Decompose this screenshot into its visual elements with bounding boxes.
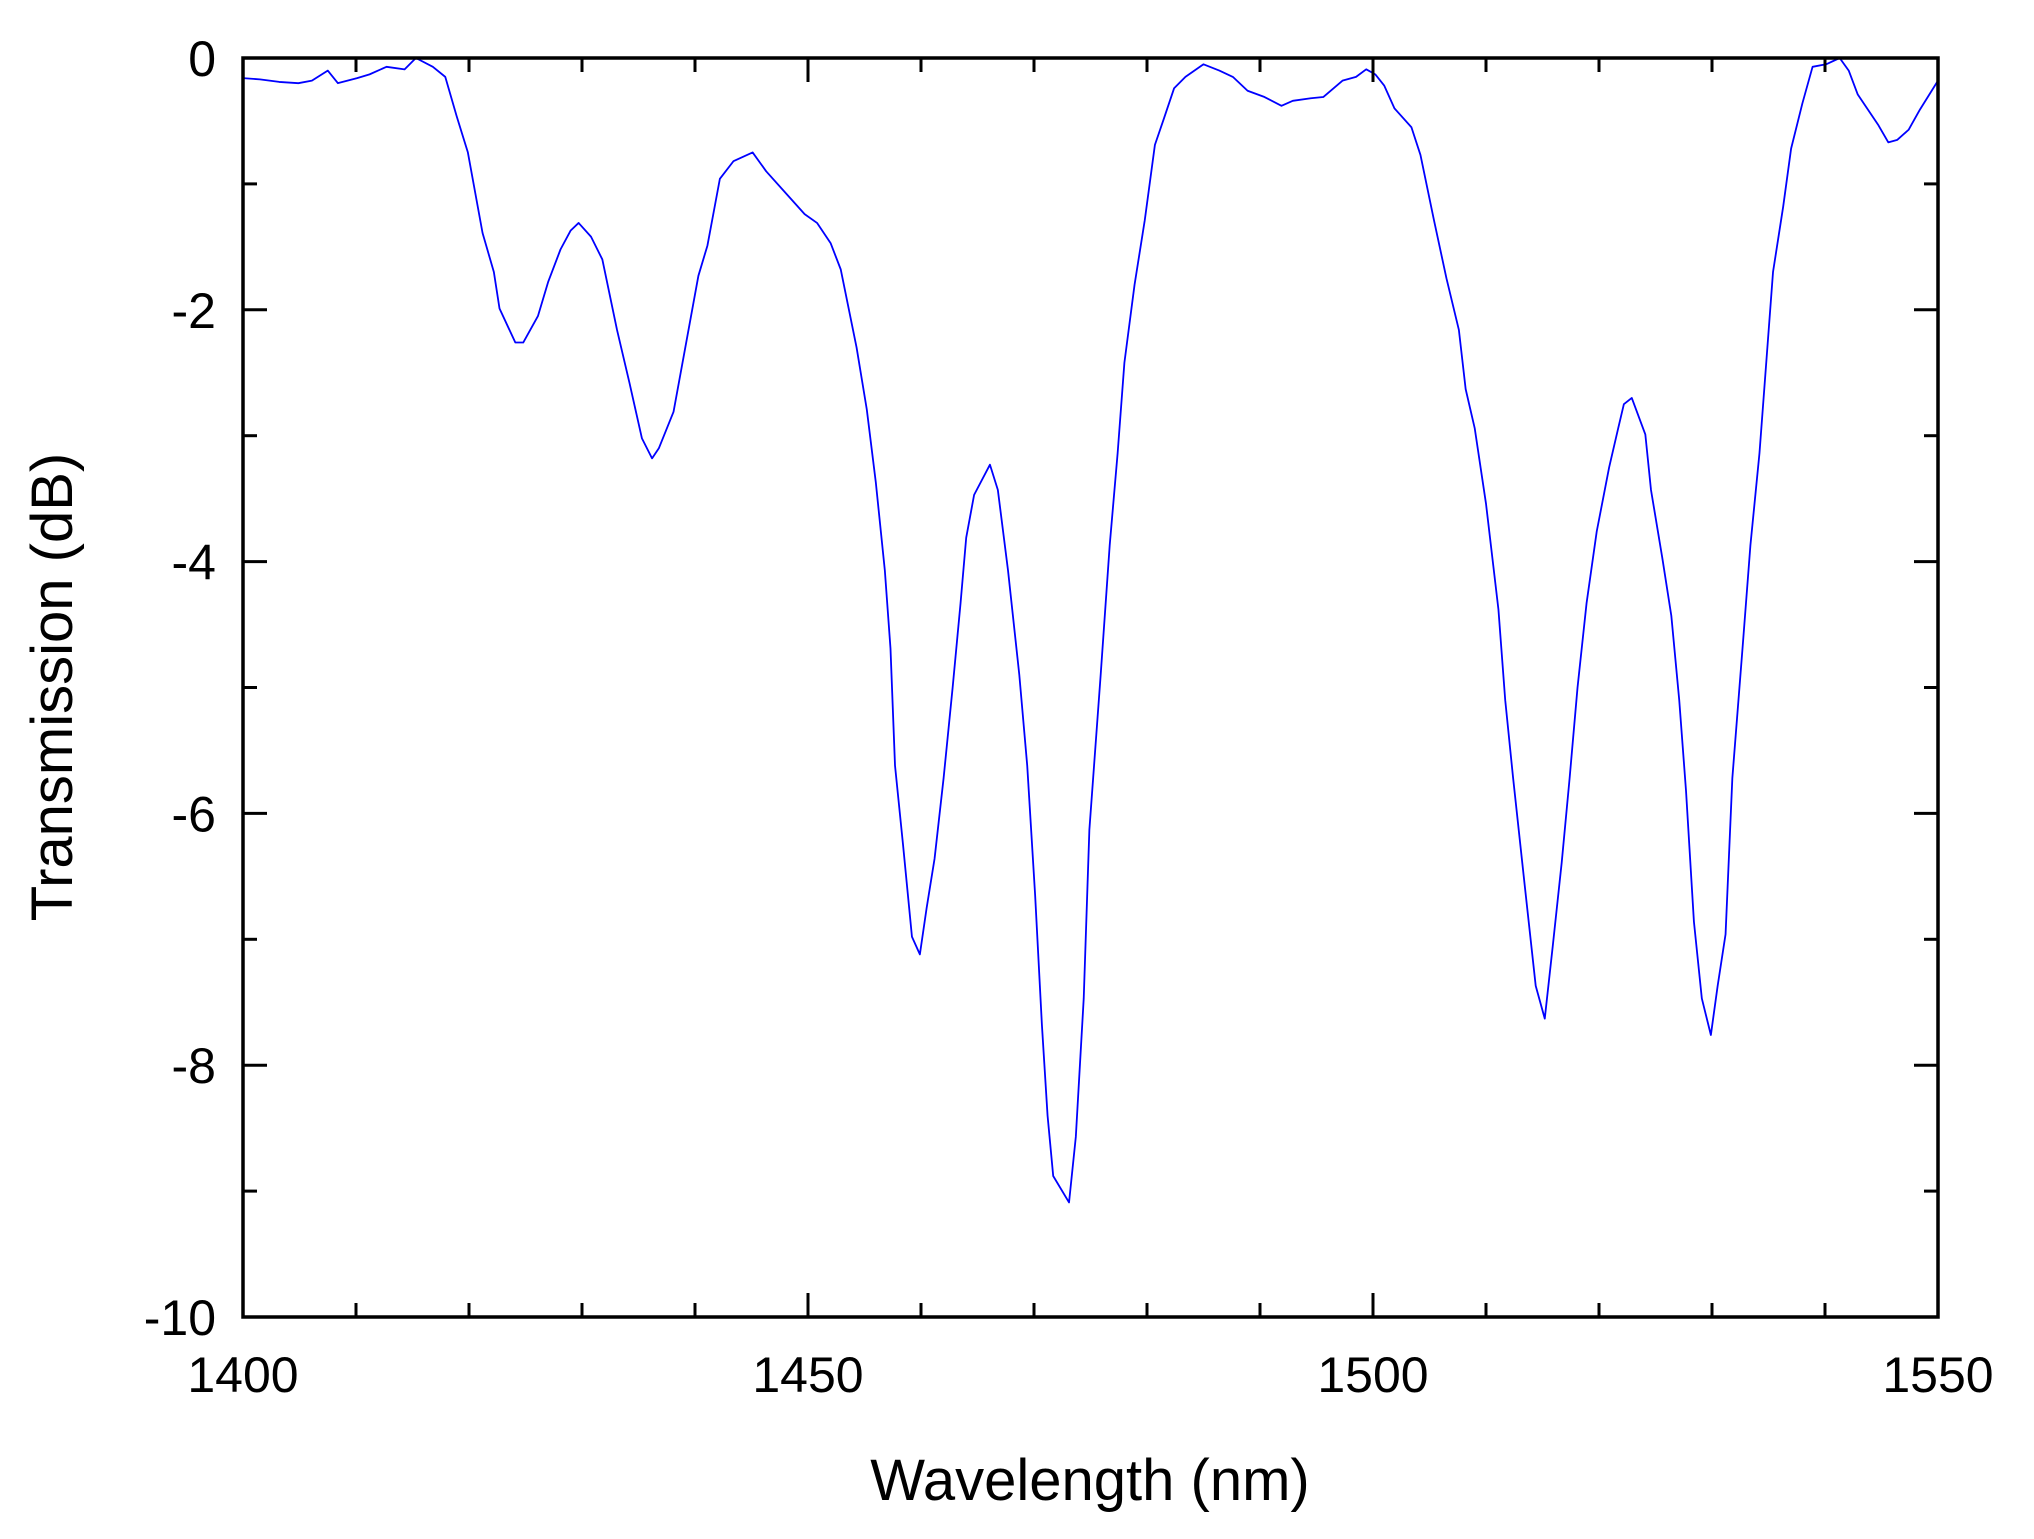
plot-frame — [241, 56, 1940, 1319]
x-tick-label: 1500 — [1317, 1347, 1428, 1403]
x-tick-label: 1550 — [1882, 1347, 1993, 1403]
y-tick-label: -2 — [172, 283, 216, 339]
y-axis-label: Transmission (dB) — [20, 453, 85, 921]
y-tick-label: -6 — [172, 786, 216, 842]
y-tick-label: -10 — [144, 1290, 216, 1346]
y-tick-label: -8 — [172, 1038, 216, 1094]
x-tick-label: 1400 — [187, 1347, 298, 1403]
x-tick-label: 1450 — [752, 1347, 863, 1403]
y-tick-label: -4 — [172, 535, 216, 591]
data-line — [242, 57, 1939, 1204]
x-axis-label: Wavelength (nm) — [870, 1448, 1309, 1513]
y-tick-label: 0 — [188, 31, 216, 87]
